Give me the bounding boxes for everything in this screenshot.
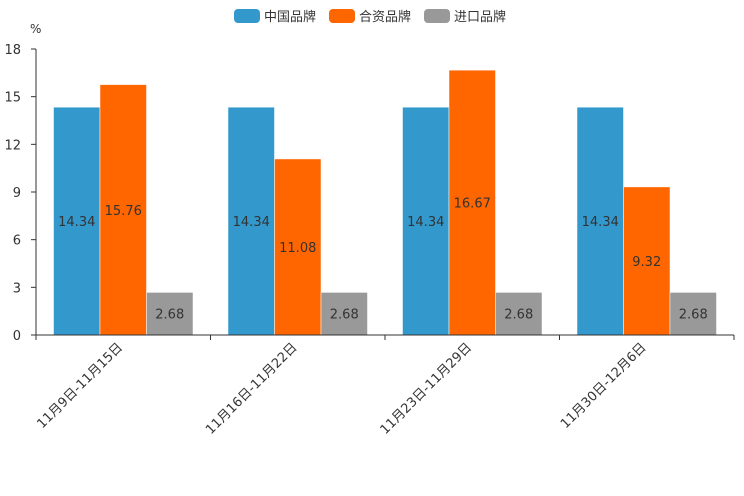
legend-label: 中国品牌 bbox=[264, 9, 316, 25]
data-labels: 14.34 15.76 2.68 14.34 11.08 2.68 14.34 16.67 2.… bbox=[58, 197, 708, 323]
bar-value-label: 14.34 bbox=[233, 215, 270, 230]
bar-value-label: 14.34 bbox=[407, 215, 444, 230]
y-tick-label: 15 bbox=[4, 91, 21, 106]
x-tick-label: 11月9日-11月15日 bbox=[34, 340, 126, 432]
legend-swatch bbox=[329, 9, 355, 23]
y-tick-label: 18 bbox=[4, 43, 21, 58]
x-tick-label: 11月16日-11月22日 bbox=[203, 340, 300, 437]
bar[interactable] bbox=[99, 84, 147, 336]
bar[interactable] bbox=[274, 158, 322, 336]
legend-item[interactable]: 进口品牌 bbox=[424, 9, 506, 25]
bars bbox=[53, 69, 717, 336]
bar-value-label: 14.34 bbox=[582, 215, 619, 230]
bar-value-label: 15.76 bbox=[105, 204, 142, 219]
bar-value-label: 2.68 bbox=[504, 308, 533, 323]
y-tick-label: 6 bbox=[13, 234, 21, 249]
legend-label: 进口品牌 bbox=[454, 9, 506, 25]
y-tick-label: 3 bbox=[13, 281, 21, 296]
bar-value-label: 2.68 bbox=[155, 308, 184, 323]
bar-value-label: 11.08 bbox=[279, 241, 316, 256]
x-tick-label: 11月23日-11月29日 bbox=[378, 340, 475, 437]
bar[interactable] bbox=[623, 186, 671, 336]
legend: 中国品牌 合资品牌 进口品牌 bbox=[234, 9, 506, 25]
bar-value-label: 2.68 bbox=[330, 308, 359, 323]
legend-swatch bbox=[234, 9, 260, 23]
bar-value-label: 14.34 bbox=[58, 215, 95, 230]
bar[interactable] bbox=[53, 106, 101, 336]
x-axis: 11月9日-11月15日 11月16日-11月22日 11月23日-11月29日 11… bbox=[34, 334, 735, 438]
x-tick-label: 11月30日-12月6日 bbox=[558, 340, 650, 432]
y-tick-label: 12 bbox=[4, 138, 21, 153]
y-axis: 0 3 6 9 12 15 18 bbox=[4, 43, 37, 344]
legend-item[interactable]: 合资品牌 bbox=[329, 9, 411, 25]
legend-swatch bbox=[424, 9, 450, 23]
y-axis-label: % bbox=[30, 22, 41, 36]
y-tick-label: 9 bbox=[13, 186, 21, 201]
legend-item[interactable]: 中国品牌 bbox=[234, 9, 316, 25]
bar[interactable] bbox=[669, 292, 717, 336]
bar-value-label: 16.67 bbox=[454, 197, 491, 212]
bar[interactable] bbox=[448, 69, 496, 336]
bar-value-label: 9.32 bbox=[632, 255, 661, 270]
bar[interactable] bbox=[146, 292, 194, 336]
bar[interactable] bbox=[320, 292, 368, 336]
legend-label: 合资品牌 bbox=[359, 9, 411, 25]
bar-value-label: 2.68 bbox=[679, 308, 708, 323]
y-tick-label: 0 bbox=[13, 329, 21, 344]
bar[interactable] bbox=[402, 106, 450, 336]
